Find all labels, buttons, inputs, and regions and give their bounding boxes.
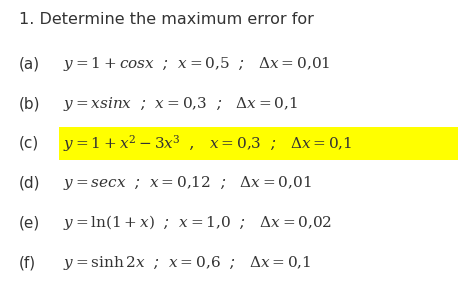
Text: (b): (b) (19, 96, 40, 111)
Text: $y = 1 + cosx$  ;  $x = 0{,}5$  ;   $\Delta x = 0{,}01$: $y = 1 + cosx$ ; $x = 0{,}5$ ; $\Delta x… (63, 55, 330, 73)
Text: (e): (e) (19, 216, 40, 230)
Text: 1. Determine the maximum error for: 1. Determine the maximum error for (19, 12, 314, 27)
Text: (a): (a) (19, 57, 40, 71)
Text: $y = \ln(1 + x)$  ;  $x = 1{,}0$  ;   $\Delta x = 0{,}02$: $y = \ln(1 + x)$ ; $x = 1{,}0$ ; $\Delta… (63, 214, 332, 232)
Bar (59, 127, 458, 160)
Text: $y = xsinx$  ;  $x = 0{,}3$  ;   $\Delta x = 0{,}1$: $y = xsinx$ ; $x = 0{,}3$ ; $\Delta x = … (63, 95, 298, 113)
Text: $y = \sinh 2x$  ;  $x = 0{,}6$  ;   $\Delta x = 0{,}1$: $y = \sinh 2x$ ; $x = 0{,}6$ ; $\Delta x… (63, 254, 311, 272)
Text: $y = 1 + x^{2} - 3x^{3}$  ,   $x = 0{,}3$  ;   $\Delta x = 0{,}1$: $y = 1 + x^{2} - 3x^{3}$ , $x = 0{,}3$ ;… (63, 133, 352, 154)
Text: $y = secx$  ;  $x = 0{,}12$  ;   $\Delta x = 0{,}01$: $y = secx$ ; $x = 0{,}12$ ; $\Delta x = … (63, 174, 312, 192)
Text: (f): (f) (19, 255, 36, 270)
Text: (c): (c) (19, 136, 39, 151)
Text: (d): (d) (19, 176, 40, 191)
